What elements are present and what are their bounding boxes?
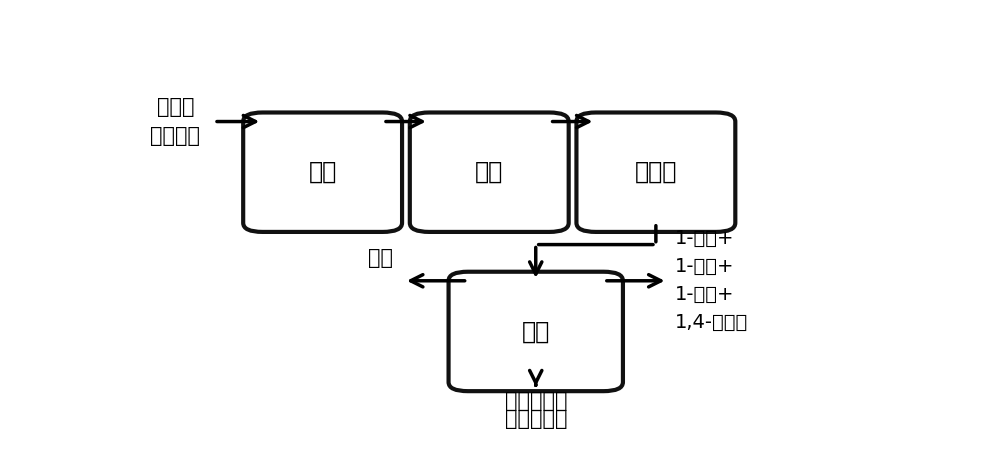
Text: 分离: 分离 <box>522 320 550 344</box>
FancyBboxPatch shape <box>410 112 569 232</box>
Text: 植物油: 植物油 <box>157 97 194 117</box>
Text: 重质燃料油: 重质燃料油 <box>505 391 567 411</box>
Text: 柴油: 柴油 <box>368 248 393 268</box>
Text: 电解: 电解 <box>475 160 503 184</box>
Text: 1-癸烯+
1-庚烯+
1-丁烯+
1,4-戊二烯: 1-癸烯+ 1-庚烯+ 1-丁烯+ 1,4-戊二烯 <box>675 229 748 332</box>
FancyBboxPatch shape <box>243 112 402 232</box>
FancyBboxPatch shape <box>576 112 735 232</box>
Text: 复分解: 复分解 <box>635 160 677 184</box>
Text: （低产率）: （低产率） <box>505 409 567 429</box>
Text: 水解: 水解 <box>308 160 337 184</box>
Text: 动物脂肪: 动物脂肪 <box>150 126 200 146</box>
FancyBboxPatch shape <box>449 272 623 391</box>
